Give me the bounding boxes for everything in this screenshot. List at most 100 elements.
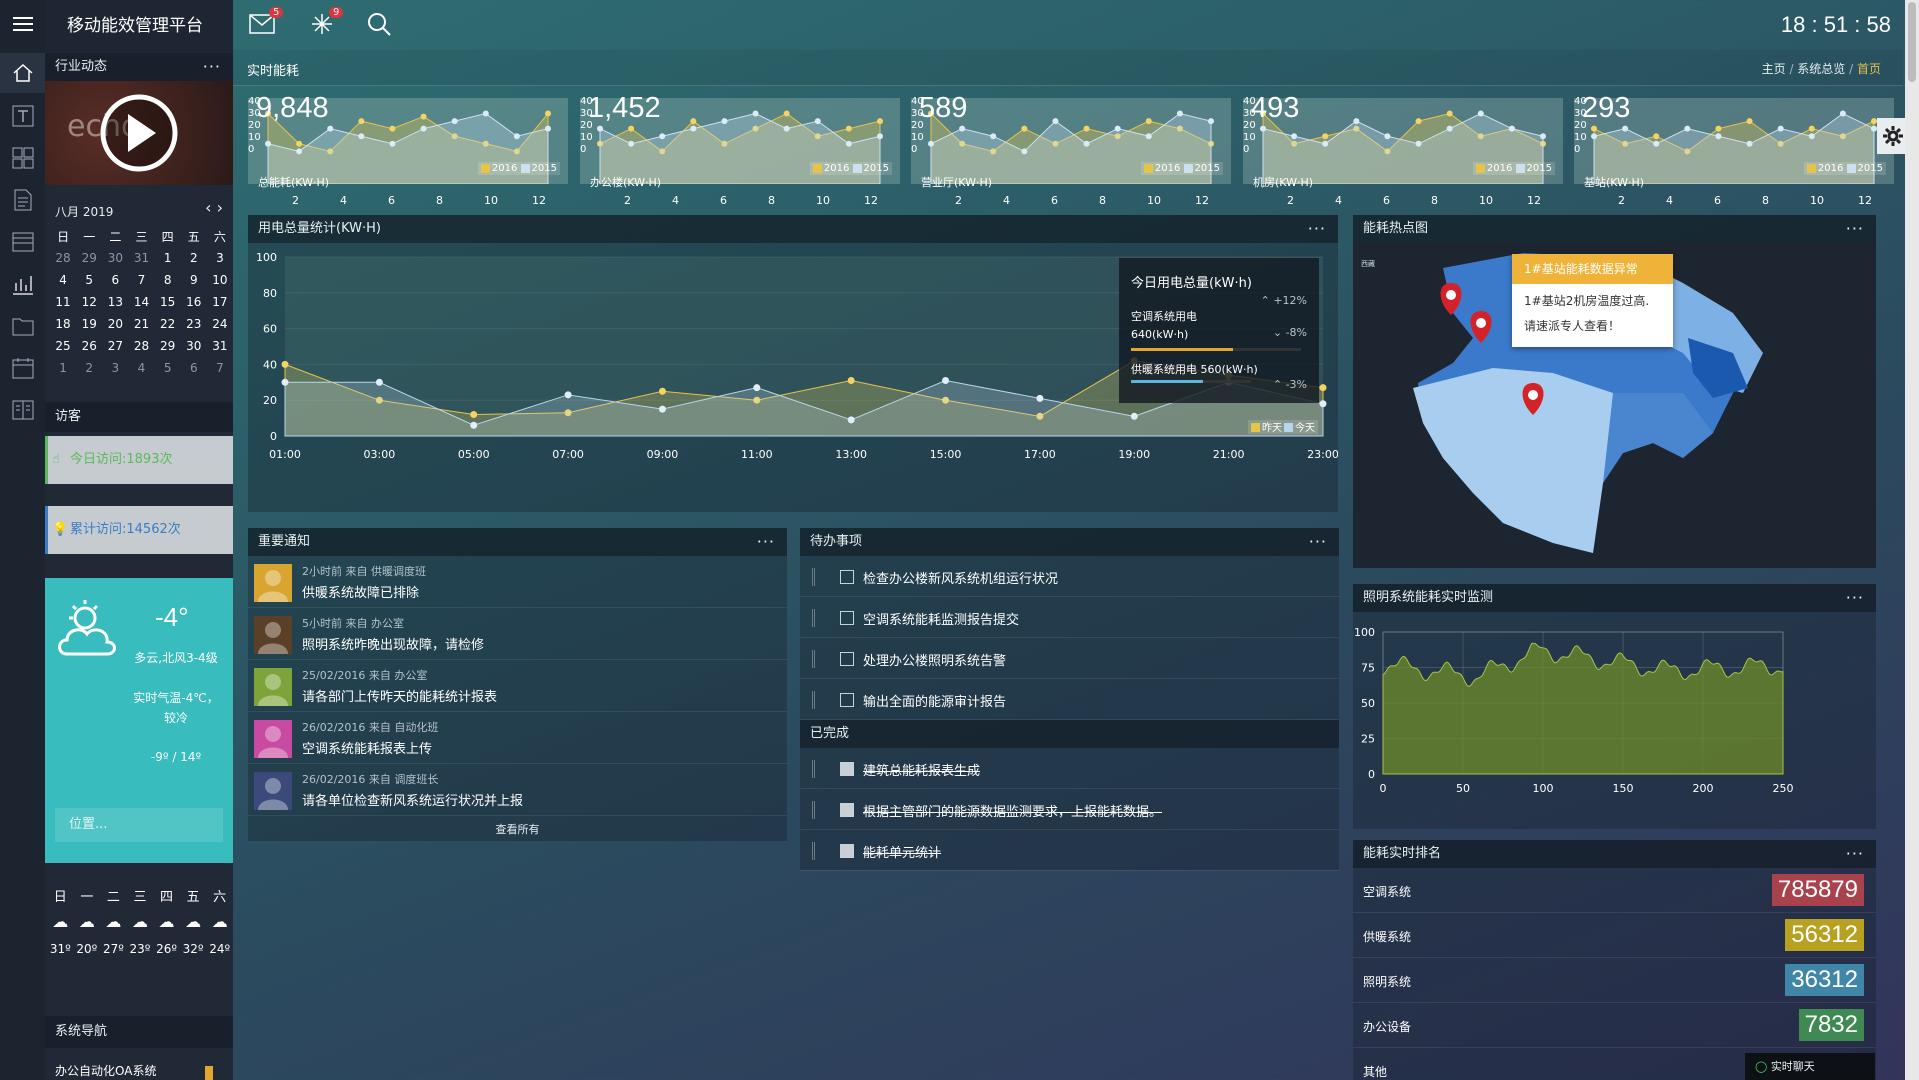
scrollbar-thumb[interactable] — [1908, 2, 1916, 82]
settings-gear-icon[interactable] — [1877, 118, 1909, 154]
scrollbar[interactable] — [1905, 0, 1919, 1080]
done-checkbox[interactable] — [840, 844, 854, 858]
calendar-day[interactable]: 12 — [81, 295, 97, 309]
calendar-day[interactable]: 29 — [159, 339, 176, 353]
drag-handle[interactable] — [812, 609, 815, 627]
map-pin-icon[interactable] — [1522, 383, 1544, 415]
calendar-day[interactable]: 6 — [189, 361, 198, 375]
notice-item[interactable]: 5小时前 来自 办公室 照明系统昨晚出现故障，请检修 — [248, 608, 787, 660]
search-icon[interactable] — [367, 12, 391, 40]
calendar-day[interactable]: 16 — [186, 295, 202, 309]
more-icon[interactable]: ··· — [1845, 588, 1864, 607]
done-checkbox[interactable] — [840, 762, 854, 776]
calendar-day[interactable]: 1 — [163, 251, 172, 265]
calendar-day[interactable]: 4 — [137, 361, 146, 375]
todo-item[interactable]: 处理办公楼照明系统告警 — [800, 638, 1339, 679]
todo-item[interactable]: 空调系统能耗监测报告提交 — [800, 597, 1339, 638]
calendar-day[interactable]: 21 — [133, 317, 150, 331]
calendar-nav[interactable]: ‹ › — [205, 198, 223, 217]
todo-checkbox[interactable] — [840, 570, 854, 584]
more-icon[interactable]: ··· — [1308, 532, 1327, 551]
calendar-day[interactable]: 24 — [212, 317, 228, 331]
notice-item[interactable]: 26/02/2016 来自 自动化班 空调系统能耗报表上传 — [248, 712, 787, 764]
calendar-day[interactable]: 17 — [212, 295, 228, 309]
calendar-day[interactable]: 5 — [85, 273, 94, 287]
notice-item[interactable]: 26/02/2016 来自 调度班长 请各单位检查新风系统运行状况并上报 — [248, 764, 787, 816]
calendar-day[interactable]: 4 — [59, 273, 67, 287]
calendar-day[interactable]: 8 — [163, 273, 172, 287]
calendar-day[interactable]: 18 — [55, 317, 71, 331]
calendar-day[interactable]: 10 — [212, 273, 228, 287]
calendar-day[interactable]: 2 — [85, 361, 94, 375]
calendar-day[interactable]: 3 — [216, 251, 224, 265]
more-icon[interactable]: ··· — [1307, 219, 1326, 238]
calendar-day[interactable]: 26 — [81, 339, 97, 353]
menu-icon[interactable] — [0, 4, 45, 44]
done-item[interactable]: 根据主管部门的能源数据监测要求，上报能耗数据。 — [800, 789, 1339, 830]
calendar-day[interactable]: 31 — [133, 251, 150, 265]
live-chat-button[interactable]: ◯ 实时聊天 — [1745, 1053, 1875, 1080]
list-icon[interactable] — [0, 222, 45, 262]
todo-checkbox[interactable] — [840, 693, 854, 707]
breadcrumb-overview[interactable]: 系统总览 — [1797, 62, 1846, 76]
calendar-icon[interactable] — [0, 348, 45, 388]
drag-handle[interactable] — [812, 842, 815, 860]
todo-checkbox[interactable] — [840, 611, 854, 625]
calendar-day[interactable]: 29 — [81, 251, 97, 265]
mail-icon[interactable]: 5 — [249, 7, 284, 38]
video-thumbnail[interactable]: echo — [45, 81, 233, 185]
calendar-day[interactable]: 3 — [111, 361, 120, 375]
calendar-day[interactable]: 27 — [107, 339, 123, 353]
calendar-day[interactable]: 15 — [159, 295, 176, 309]
breadcrumb-home[interactable]: 主页 — [1761, 62, 1786, 76]
calendar-day[interactable]: 2 — [189, 251, 198, 265]
todo-item[interactable]: 输出全面的能源审计报告 — [800, 679, 1339, 720]
done-item[interactable]: 能耗单元统计 — [800, 830, 1339, 871]
calendar-day[interactable]: 30 — [107, 251, 123, 265]
calendar-day[interactable]: 28 — [133, 339, 150, 353]
calendar-day[interactable]: 5 — [163, 361, 172, 375]
alert-icon[interactable]: 9 — [309, 7, 344, 40]
drag-handle[interactable] — [812, 568, 815, 586]
text-icon[interactable] — [0, 96, 45, 136]
more-icon[interactable]: ··· — [1845, 844, 1864, 863]
more-icon[interactable]: ··· — [1845, 219, 1864, 238]
document-icon[interactable] — [0, 180, 45, 220]
done-item[interactable]: 建筑总能耗报表生成 — [800, 748, 1339, 789]
drag-handle[interactable] — [812, 691, 815, 709]
calendar-day[interactable]: 7 — [137, 273, 146, 287]
drag-handle[interactable] — [812, 650, 815, 668]
calendar-day[interactable]: 20 — [107, 317, 123, 331]
folder-icon[interactable] — [0, 306, 45, 346]
book-icon[interactable] — [0, 390, 45, 430]
map-pin-icon[interactable] — [1470, 311, 1492, 343]
more-icon[interactable]: ··· — [202, 57, 221, 76]
todo-checkbox[interactable] — [840, 652, 854, 666]
calendar-day[interactable]: 25 — [55, 339, 71, 353]
calendar-day[interactable]: 14 — [133, 295, 150, 309]
calendar-day[interactable]: 22 — [159, 317, 176, 331]
nav-item-oa[interactable]: 办公自动化OA系统 — [55, 1064, 157, 1078]
calendar-day[interactable]: 6 — [111, 273, 120, 287]
home-icon[interactable] — [0, 53, 45, 93]
view-all-link[interactable]: 查看所有 — [495, 823, 540, 836]
calendar-day[interactable]: 19 — [81, 317, 97, 331]
calendar-day[interactable]: 30 — [186, 339, 202, 353]
more-icon[interactable]: ··· — [756, 532, 775, 551]
calendar-day[interactable]: 13 — [107, 295, 123, 309]
done-checkbox[interactable] — [840, 803, 854, 817]
calendar-day[interactable]: 28 — [55, 251, 71, 265]
notice-item[interactable]: 2小时前 来自 供暖调度班 供暖系统故障已排除 — [248, 556, 787, 608]
notice-item[interactable]: 25/02/2016 来自 办公室 请各部门上传昨天的能耗统计报表 — [248, 660, 787, 712]
calendar-day[interactable]: 23 — [186, 317, 202, 331]
location-input[interactable]: 位置... — [55, 808, 223, 842]
calendar-day[interactable]: 9 — [189, 273, 198, 287]
todo-item[interactable]: 检查办公楼新风系统机组运行状况 — [800, 556, 1339, 597]
calendar-day[interactable]: 31 — [212, 339, 228, 353]
map-pin-icon[interactable] — [1440, 283, 1462, 315]
calendar-day[interactable]: 11 — [55, 295, 71, 309]
map-area[interactable]: 西藏 1#基站能耗数据异常 1#基站2机房温度过高. 请速派专人查看！ — [1353, 243, 1876, 568]
drag-handle[interactable] — [812, 760, 815, 778]
chart-icon[interactable] — [0, 264, 45, 304]
drag-handle[interactable] — [812, 801, 815, 819]
